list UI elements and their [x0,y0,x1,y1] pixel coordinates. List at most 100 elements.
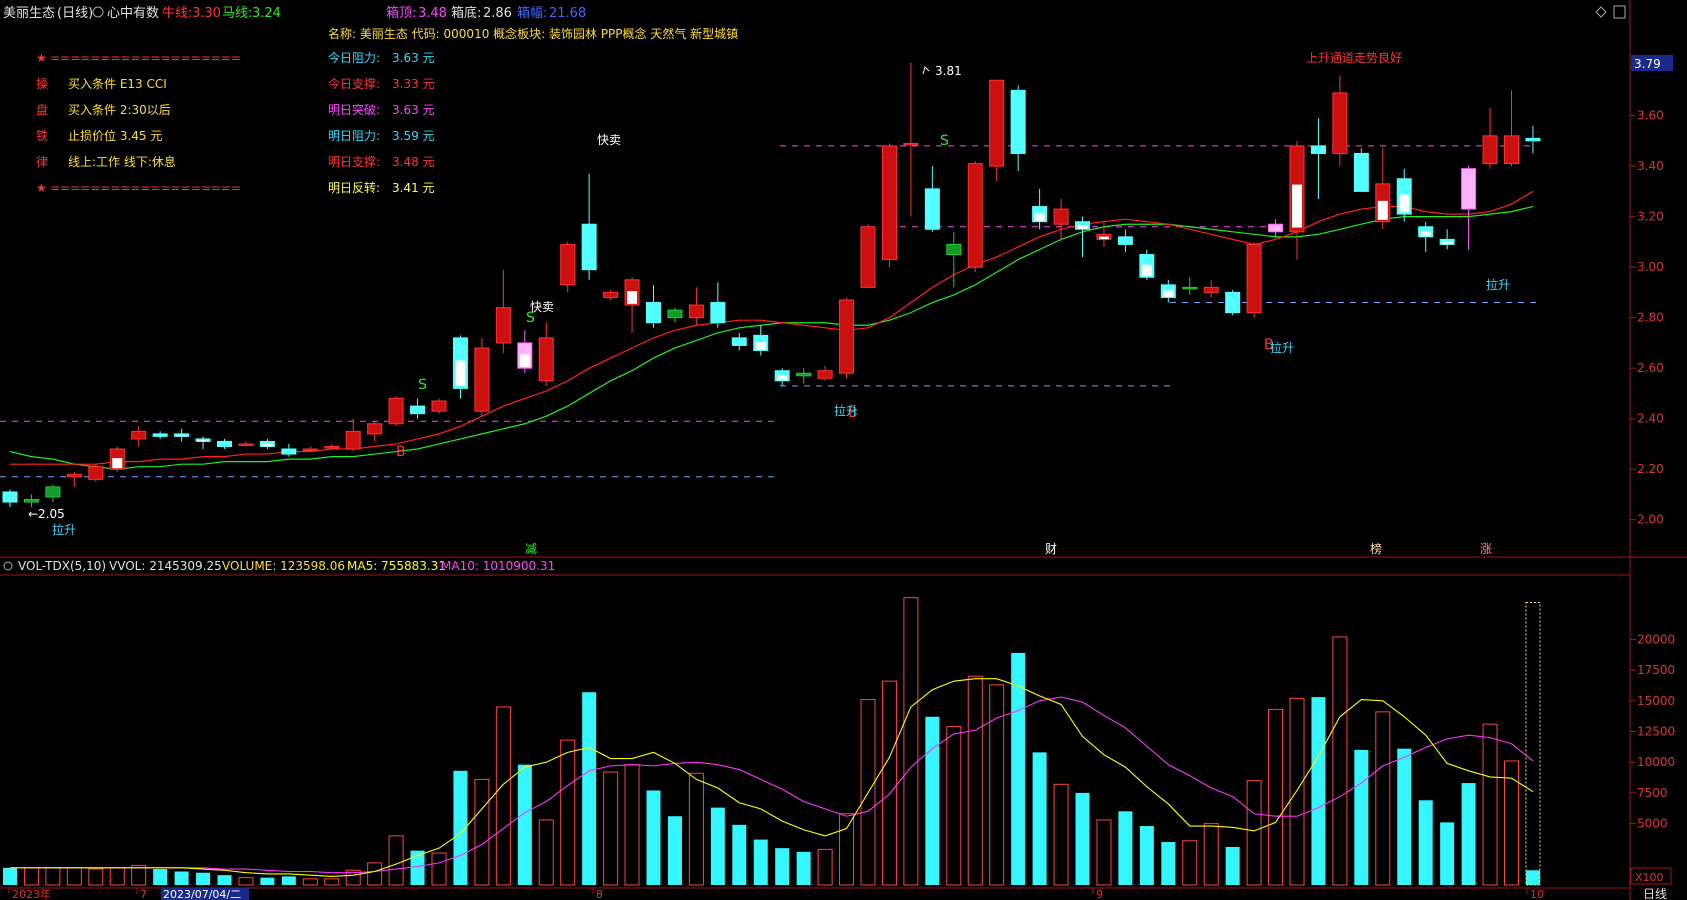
candle-body [1268,223,1284,233]
level-value: 3.41 元 [392,181,435,195]
candle-body [410,405,426,415]
volume-bar [1011,652,1026,885]
volume-bar [1397,748,1412,885]
indicator-dropdown-icon[interactable] [92,6,104,18]
vol-tick-label: 7500 [1637,786,1668,800]
low-mark: ←2.05 [28,507,65,521]
volume-bar [925,716,940,885]
period-label: (日线) [57,6,93,21]
vol-indicator-name[interactable]: VOL-TDX(5,10) [18,559,106,573]
date-tick-label: 2023年 [12,887,51,900]
candle [1032,188,1048,230]
candle [1203,279,1219,298]
candle-body [388,398,404,425]
candle-body [967,163,983,268]
red-ma-line [10,190,1534,465]
trend-note: 上升通道走势良好 [1306,50,1402,65]
volume-bar [989,684,1005,886]
volume-bar [1311,697,1326,885]
volume-bar [710,807,725,885]
box-top-value: 3.48 [418,6,447,21]
candle [924,166,940,232]
candle [45,484,61,503]
rule-head: 操 [36,76,48,91]
volume-bar [153,869,168,885]
candle-body [495,307,511,344]
candle-body [1182,286,1198,290]
candle [667,307,683,323]
level-label: 明日反转: [328,180,380,195]
candle-body [1353,153,1369,192]
candle-body [688,304,704,319]
indicator-name[interactable]: 心中有数 [107,6,159,21]
volume-bar [1225,846,1240,885]
diamond-icon[interactable] [1595,6,1607,18]
candle-core [1442,241,1453,245]
level-label: 明日突破: [328,102,380,117]
event-marker-reduce[interactable]: 减 [525,542,537,556]
volume-bar [367,862,383,886]
candle [217,438,232,450]
candle [1117,229,1133,253]
candle [1182,277,1198,295]
green-ma-line [9,205,1534,470]
vol-indicator-icon[interactable] [3,561,13,571]
buy-signal-3: B [1264,337,1274,353]
candle-body [1332,92,1348,155]
candle [1225,289,1241,316]
candle [1289,140,1305,260]
fast-sell-1: 快卖 [597,133,621,147]
candle-core [1141,264,1152,277]
high-marker-icon [922,66,930,75]
candle [259,438,275,450]
candle [1482,108,1498,169]
candle [66,471,82,487]
candle [1418,221,1434,253]
candle [753,325,769,356]
candle-core [755,342,766,350]
candle-core [1163,290,1174,297]
candle-body [431,400,447,412]
candle [688,287,704,326]
price-tick-label: 2.40 [1637,412,1664,426]
vol-unit: X100 [1635,871,1664,884]
date-cursor-box [161,888,249,900]
volume-bar [1032,752,1047,885]
candle [946,231,962,288]
candle-body [796,372,812,377]
volume-bar [260,877,275,885]
price-tick-label: 3.20 [1637,210,1664,224]
vol-ma5-value: MA5: 755883.31 [347,559,446,573]
candle [324,443,340,450]
volume-bar [667,816,682,885]
level-label: 明日阻力: [328,129,380,143]
vol-tick-label: 5000 [1637,817,1668,831]
candle-core [519,354,530,367]
stock-name: 美丽生态 [3,6,55,21]
cow-line-label: 牛线: [162,6,192,21]
fast-sell-2: 快卖 [530,300,554,314]
volume-bar [517,764,532,885]
volume-bar [903,597,919,886]
candle-body [538,337,554,382]
level-value: 3.63 元 [392,51,435,65]
candle-core [176,435,187,437]
level-label: 今日支撑: [328,76,380,91]
date-tick-label: 10 [1530,888,1544,900]
panel-toggle-icon[interactable] [1613,5,1626,19]
current-price-tag-box [1631,55,1673,71]
event-marker-finance[interactable]: 财 [1045,542,1057,556]
volume-bar [1332,636,1348,886]
candle-body [367,423,383,435]
period-button[interactable]: 日线 [1643,887,1667,900]
candle-body [560,243,576,286]
volume-bar [345,869,361,886]
event-marker-list[interactable]: 榜 [1370,541,1382,556]
event-marker-rise[interactable]: 涨 [1480,541,1492,556]
candle-body [345,430,361,450]
candle-body [839,299,855,374]
horse-line-value: 3.24 [252,6,281,21]
sell-signal-3: S [940,133,949,149]
